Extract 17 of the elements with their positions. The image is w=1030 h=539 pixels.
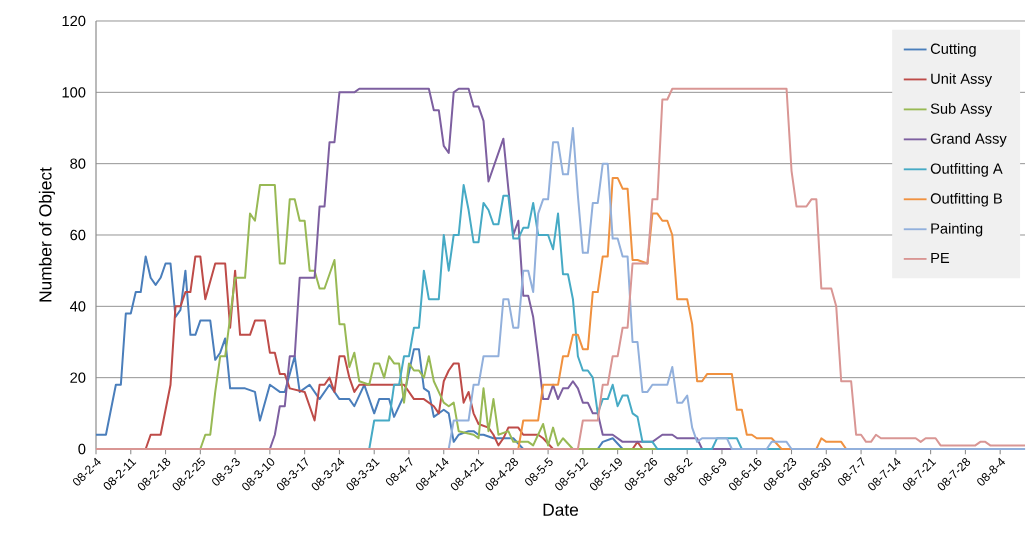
legend-label: Painting [931,222,983,237]
legend-label: PE [931,252,950,263]
legend-label: Unit Assy [931,73,993,87]
y-axis-title: Number of Object [38,167,55,302]
legend-label: Outfitting B [930,192,1002,207]
legend-label: Grand Assy [930,133,1007,147]
legend-label: Sub Assy [930,103,993,117]
y-tick-label: 120 [62,15,86,27]
y-tick-label: 40 [69,301,86,312]
y-tick-label: 60 [70,229,86,241]
y-tick-label: 0 [78,443,86,455]
legend-label: Cutting [930,43,976,57]
y-tick-label: 20 [70,372,86,383]
y-tick-label: 100 [62,87,86,98]
legend-label: Outfitting A [930,163,1003,177]
y-tick-label: 80 [70,158,86,169]
x-axis-title: Date [543,503,579,516]
